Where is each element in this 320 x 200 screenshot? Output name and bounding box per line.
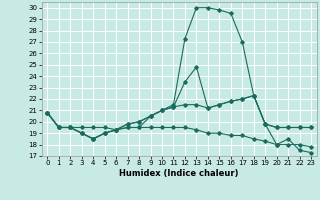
X-axis label: Humidex (Indice chaleur): Humidex (Indice chaleur) <box>119 169 239 178</box>
